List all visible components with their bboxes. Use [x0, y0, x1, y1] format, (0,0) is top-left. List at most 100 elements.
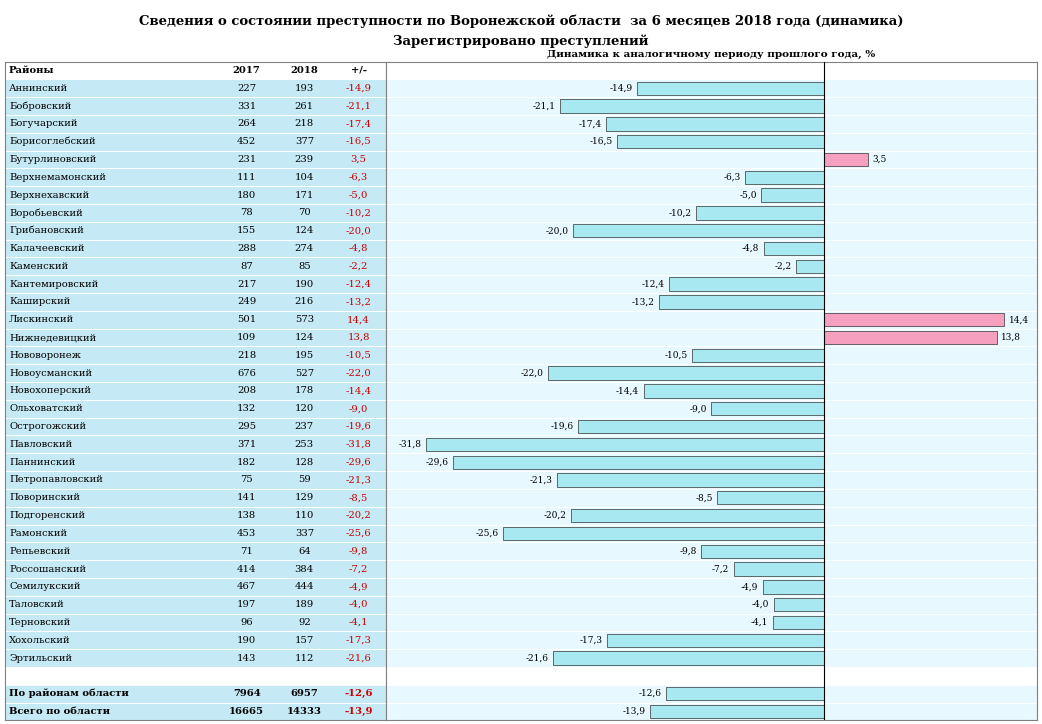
Text: Ольховатский: Ольховатский [9, 404, 82, 413]
Bar [386, 649, 1037, 667]
Bar [824, 331, 997, 344]
Text: Динамика к аналогичному периоду прошлого года, %: Динамика к аналогичному периоду прошлого… [547, 51, 875, 59]
Text: -14,4: -14,4 [346, 387, 372, 395]
Bar [5, 702, 386, 720]
Text: 180: 180 [238, 190, 256, 200]
Text: 377: 377 [295, 137, 314, 146]
Text: Острогожский: Острогожский [9, 422, 86, 431]
Text: -25,6: -25,6 [346, 529, 371, 538]
Bar [386, 418, 1037, 435]
Bar [5, 169, 386, 186]
Text: -12,4: -12,4 [346, 279, 372, 289]
Text: -17,4: -17,4 [346, 119, 372, 128]
Text: Сведения о состоянии преступности по Воронежской области  за 6 месяцев 2018 года: Сведения о состоянии преступности по Вор… [139, 14, 903, 28]
Text: 288: 288 [238, 244, 256, 253]
Bar [5, 542, 386, 560]
Bar [5, 560, 386, 578]
Bar [5, 507, 386, 524]
Text: Хохольский: Хохольский [9, 636, 71, 645]
Text: 384: 384 [295, 565, 314, 573]
Text: Нижнедевицкий: Нижнедевицкий [9, 333, 96, 342]
Bar [386, 400, 1037, 418]
Text: Бобровский: Бобровский [9, 101, 72, 111]
Text: 216: 216 [295, 298, 314, 306]
Bar [762, 188, 824, 202]
Bar [711, 402, 824, 416]
Text: -14,4: -14,4 [616, 387, 639, 395]
Bar [5, 311, 386, 329]
Bar [669, 277, 824, 291]
Bar [824, 153, 868, 166]
Text: -13,9: -13,9 [622, 707, 645, 716]
Bar [692, 349, 824, 362]
Text: -12,6: -12,6 [344, 689, 373, 698]
Text: -9,8: -9,8 [349, 547, 368, 556]
Text: -20,0: -20,0 [346, 226, 371, 235]
Bar [503, 527, 824, 540]
Text: Нововоронеж: Нововоронеж [9, 351, 81, 360]
Text: Каменский: Каменский [9, 262, 69, 271]
Text: Верхнемамонский: Верхнемамонский [9, 173, 106, 182]
Text: 120: 120 [295, 404, 314, 413]
Bar [386, 578, 1037, 596]
Bar [386, 542, 1037, 560]
Text: 13,8: 13,8 [1001, 333, 1021, 342]
Bar [5, 649, 386, 667]
Text: 124: 124 [295, 333, 314, 342]
Bar [5, 400, 386, 418]
Bar [5, 258, 386, 275]
Text: -8,5: -8,5 [349, 493, 368, 502]
Bar [386, 258, 1037, 275]
Bar [5, 685, 386, 702]
Text: -4,1: -4,1 [349, 618, 369, 627]
Text: 124: 124 [295, 226, 314, 235]
Text: 231: 231 [238, 155, 256, 164]
Text: Калачеевский: Калачеевский [9, 244, 84, 253]
Bar [763, 580, 824, 594]
Bar [5, 132, 386, 151]
Text: 249: 249 [238, 298, 256, 306]
Bar [453, 455, 824, 469]
Text: 573: 573 [295, 315, 314, 324]
Text: 193: 193 [295, 84, 314, 93]
Text: -9,0: -9,0 [690, 404, 706, 413]
Text: Эртильский: Эртильский [9, 654, 72, 662]
Text: -10,2: -10,2 [669, 209, 692, 217]
Text: 171: 171 [295, 190, 314, 200]
Text: 452: 452 [238, 137, 256, 146]
Bar [659, 295, 824, 308]
Bar [5, 364, 386, 382]
Text: Репьевский: Репьевский [9, 547, 71, 556]
Bar [571, 509, 824, 522]
Bar [5, 204, 386, 222]
Text: -21,3: -21,3 [530, 476, 552, 484]
Text: -14,9: -14,9 [610, 84, 632, 93]
Bar [386, 62, 1037, 80]
Bar [573, 224, 824, 237]
Text: 218: 218 [295, 119, 314, 128]
Bar [772, 616, 824, 629]
Text: -21,1: -21,1 [346, 101, 372, 111]
Text: 331: 331 [238, 101, 256, 111]
Bar [386, 115, 1037, 132]
Text: 371: 371 [238, 440, 256, 449]
Text: 13,8: 13,8 [347, 333, 370, 342]
Bar [5, 667, 386, 685]
Bar [5, 613, 386, 631]
Text: 14,4: 14,4 [1009, 315, 1028, 324]
Text: Кантемировский: Кантемировский [9, 279, 98, 289]
Bar [386, 364, 1037, 382]
Text: -5,0: -5,0 [349, 190, 368, 200]
Text: -20,2: -20,2 [346, 511, 371, 520]
Text: 444: 444 [295, 582, 314, 592]
Text: 2017: 2017 [232, 66, 260, 75]
Bar [5, 186, 386, 204]
Bar [386, 685, 1037, 702]
Text: 239: 239 [295, 155, 314, 164]
Bar [386, 311, 1037, 329]
Text: 261: 261 [295, 101, 314, 111]
Text: -4,9: -4,9 [741, 582, 759, 592]
Bar [718, 491, 824, 505]
Text: 178: 178 [295, 387, 314, 395]
Text: 110: 110 [295, 511, 314, 520]
